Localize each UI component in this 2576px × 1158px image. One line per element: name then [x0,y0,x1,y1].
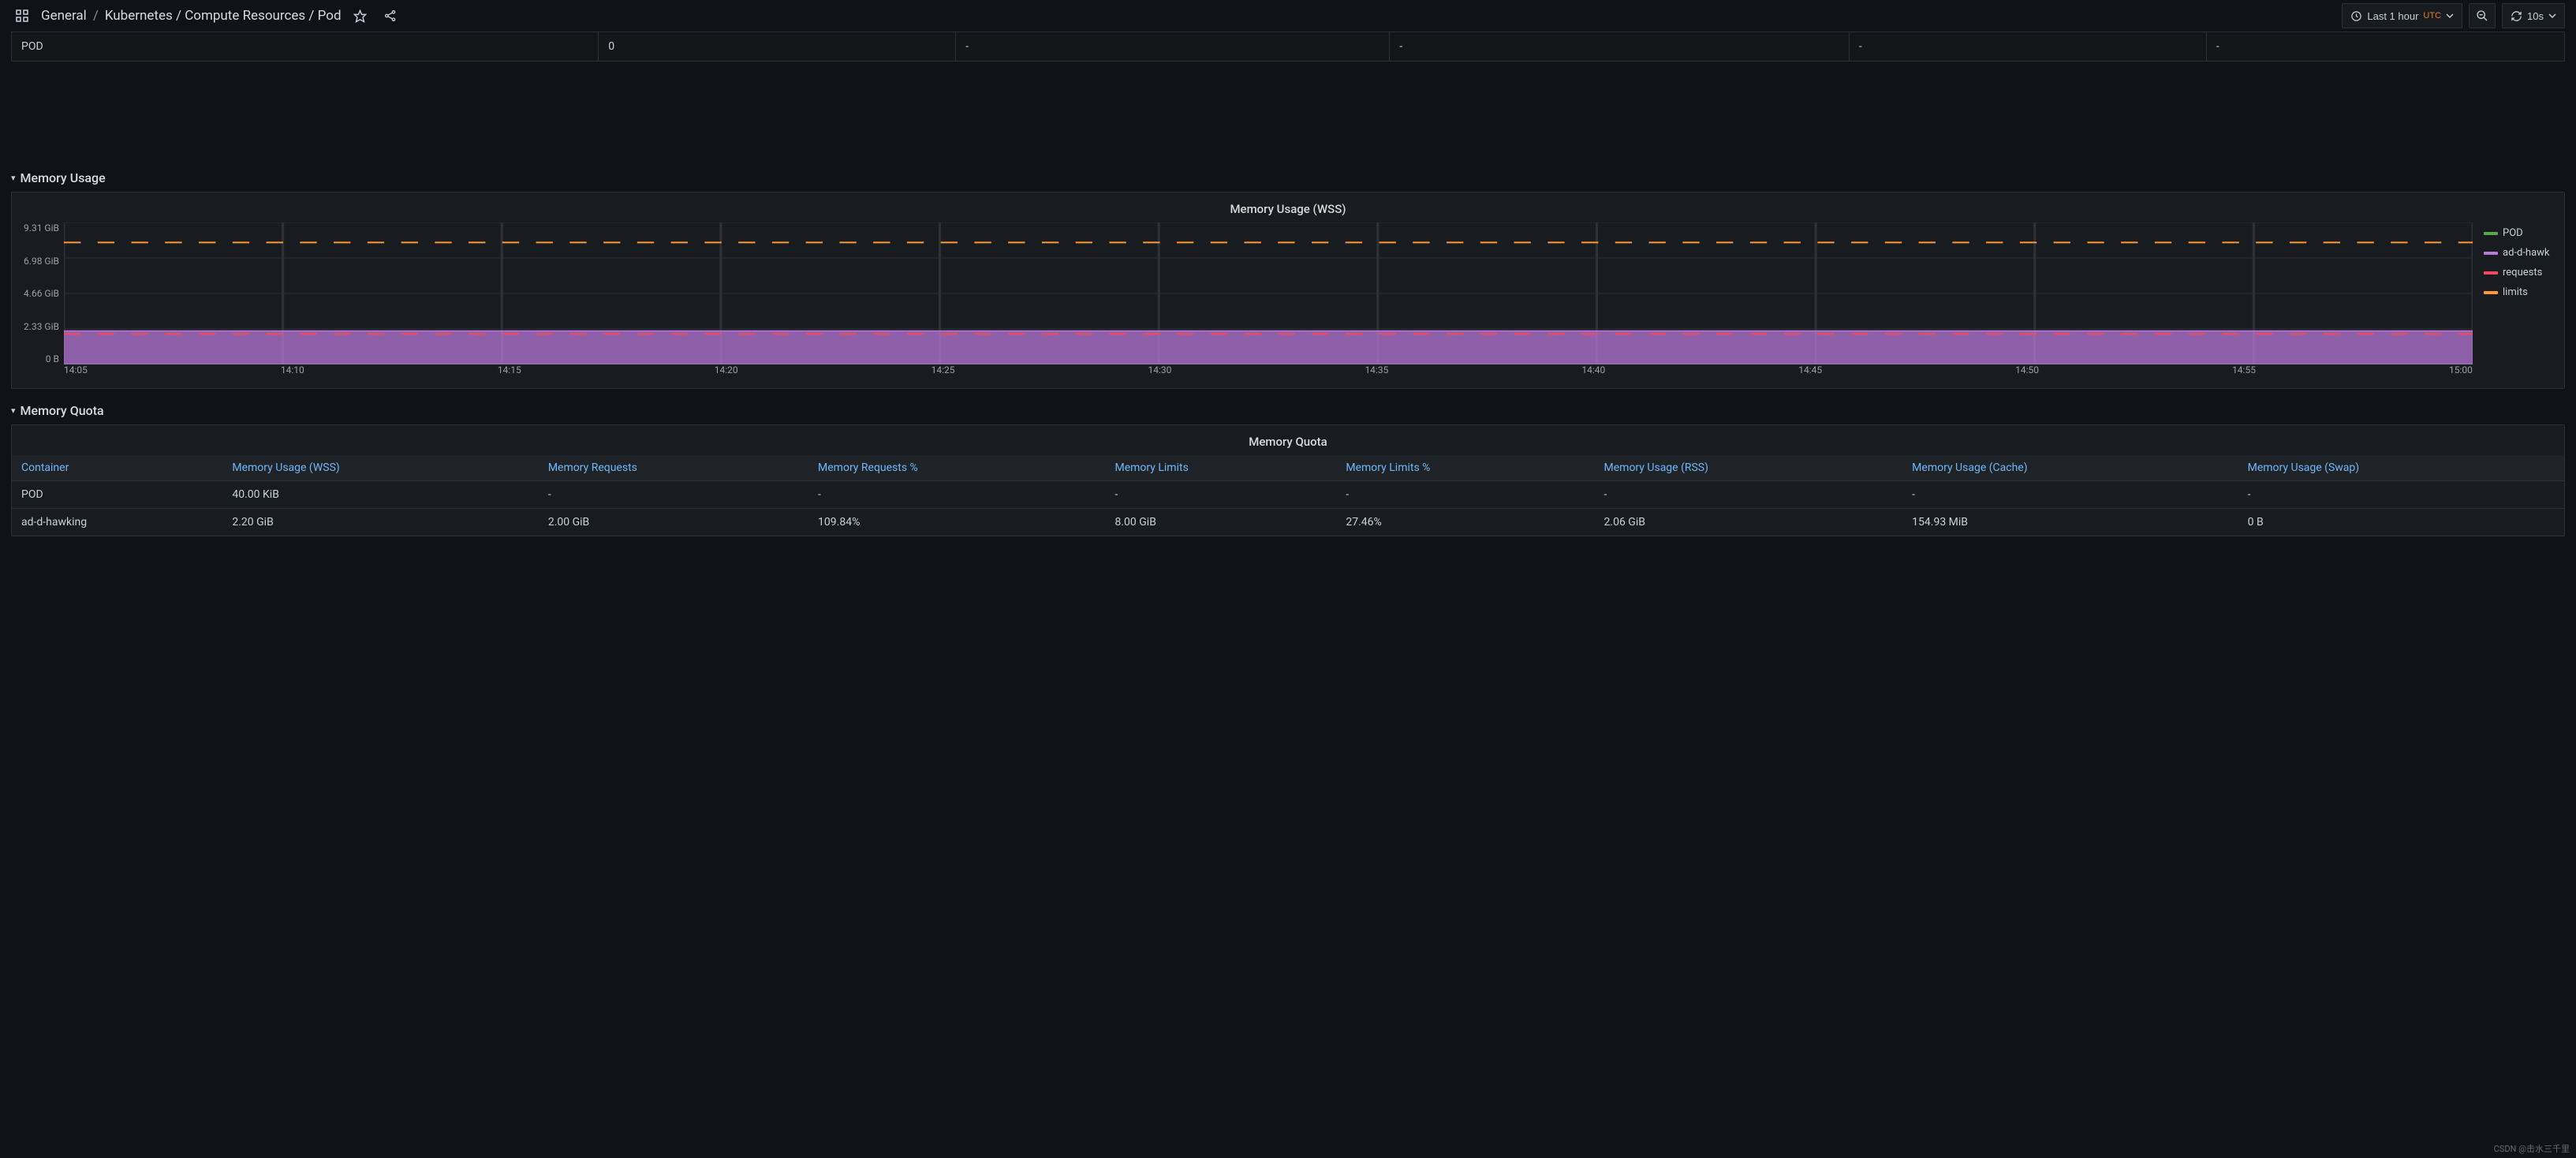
section-title: Memory Usage [21,170,106,185]
timezone-label: UTC [2423,11,2441,21]
legend-swatch [2484,271,2498,275]
y-tick-label: 9.31 GiB [20,222,59,233]
refresh-interval-label: 10s [2527,10,2544,22]
table-cell: 154.93 MiB [1902,509,2238,536]
section-memory-usage[interactable]: ▾ Memory Usage [11,162,2565,192]
refresh-button[interactable]: 10s [2502,3,2565,28]
table-cell: POD [12,32,599,61]
table-cell: - [2207,32,2564,61]
table-cell: POD [12,481,222,509]
table-cell: - [956,32,1390,61]
y-tick-label: 6.98 GiB [20,256,59,267]
memory-quota-table: ContainerMemory Usage (WSS)Memory Reques… [12,455,2564,536]
table-cell: 2.06 GiB [1595,509,1903,536]
table-cell: 2.00 GiB [539,509,808,536]
share-icon[interactable] [379,5,401,27]
x-tick-label: 14:35 [1365,364,1388,380]
clock-icon [2350,10,2362,22]
table-row: POD40.00 KiB------- [12,481,2564,509]
legend-label: POD [2503,227,2523,239]
table-row: ad-d-hawking2.20 GiB2.00 GiB109.84%8.00 … [12,509,2564,536]
table-column-header[interactable]: Memory Usage (RSS) [1595,455,1903,481]
x-tick-label: 14:10 [281,364,304,380]
breadcrumb: General / Kubernetes / Compute Resources… [41,8,342,24]
table-cell: - [1105,481,1336,509]
memory-usage-panel: Memory Usage (WSS) 9.31 GiB 6.98 GiB 4.66 … [11,192,2565,389]
table-column-header[interactable]: Memory Usage (Swap) [2238,455,2564,481]
legend-swatch [2484,252,2498,255]
chevron-down-icon [2548,12,2556,20]
legend-label: ad-d-hawk [2503,247,2550,259]
table-cell: - [2238,481,2564,509]
breadcrumb-root[interactable]: General [41,8,87,24]
x-tick-label: 14:05 [64,364,88,380]
table-cell: 2.20 GiB [222,509,538,536]
top-summary-table: POD 0 - - - - [11,32,2565,62]
legend-label: requests [2503,267,2542,278]
x-tick-label: 14:55 [2232,364,2256,380]
table-cell: - [1390,32,1849,61]
chevron-down-icon [2446,12,2454,20]
table-column-header[interactable]: Memory Limits [1105,455,1336,481]
table-cell: - [808,481,1105,509]
x-tick-label: 14:30 [1148,364,1172,380]
table-cell: - [1902,481,2238,509]
apps-icon[interactable] [11,5,33,27]
table-column-header[interactable]: Memory Usage (WSS) [222,455,538,481]
table-cell: - [1850,32,2207,61]
legend-item[interactable]: requests [2484,267,2556,278]
legend-item[interactable]: limits [2484,286,2556,298]
table-cell: 0 B [2238,509,2564,536]
legend-item[interactable]: ad-d-hawk [2484,247,2556,259]
x-tick-label: 14:25 [931,364,955,380]
y-tick-label: 4.66 GiB [20,288,59,299]
table-cell: 27.46% [1336,509,1594,536]
table-column-header[interactable]: Container [12,455,222,481]
y-tick-label: 2.33 GiB [20,321,59,332]
legend-item[interactable]: POD [2484,227,2556,239]
x-tick-label: 15:00 [2449,364,2473,380]
memory-usage-chart[interactable]: 9.31 GiB 6.98 GiB 4.66 GiB 2.33 GiB 0 B 14:0… [20,222,2473,380]
panel-title: Memory Usage (WSS) [20,199,2556,222]
legend-label: limits [2503,286,2528,298]
table-column-header[interactable]: Memory Usage (Cache) [1902,455,2238,481]
table-cell: 8.00 GiB [1105,509,1336,536]
chevron-down-icon: ▾ [11,405,16,416]
section-title: Memory Quota [21,403,104,418]
x-tick-label: 14:20 [715,364,738,380]
x-tick-label: 14:50 [2015,364,2039,380]
watermark: CSDN @击水三千里 [2494,1142,2570,1155]
table-cell: ad-d-hawking [12,509,222,536]
legend-swatch [2484,232,2498,235]
x-tick-label: 14:15 [498,364,521,380]
table-cell: - [1595,481,1903,509]
table-cell: - [1336,481,1594,509]
table-column-header[interactable]: Memory Requests % [808,455,1105,481]
table-column-header[interactable]: Memory Limits % [1336,455,1594,481]
zoom-out-button[interactable] [2469,3,2496,28]
time-range-button[interactable]: Last 1 hour UTC [2342,3,2462,28]
y-tick-label: 0 B [20,353,59,364]
section-memory-quota[interactable]: ▾ Memory Quota [11,395,2565,424]
star-icon[interactable] [349,5,371,27]
table-column-header[interactable]: Memory Requests [539,455,808,481]
table-cell: 40.00 KiB [222,481,538,509]
memory-quota-panel: Memory Quota ContainerMemory Usage (WSS)… [11,424,2565,536]
refresh-icon [2511,10,2522,22]
empty-panel-area [11,68,2565,162]
breadcrumb-sep: / [93,8,99,24]
chevron-down-icon: ▾ [11,173,16,183]
x-tick-label: 14:40 [1581,364,1605,380]
x-tick-label: 14:45 [1798,364,1822,380]
table-cell: 0 [599,32,956,61]
legend-swatch [2484,291,2498,294]
panel-title: Memory Quota [12,431,2564,455]
time-range-label: Last 1 hour [2367,10,2418,22]
chart-legend: POD ad-d-hawk requests limits [2484,222,2556,380]
zoom-out-icon [2476,9,2488,22]
table-cell: - [539,481,808,509]
table-cell: 109.84% [808,509,1105,536]
breadcrumb-page: Kubernetes / Compute Resources / Pod [105,8,342,24]
